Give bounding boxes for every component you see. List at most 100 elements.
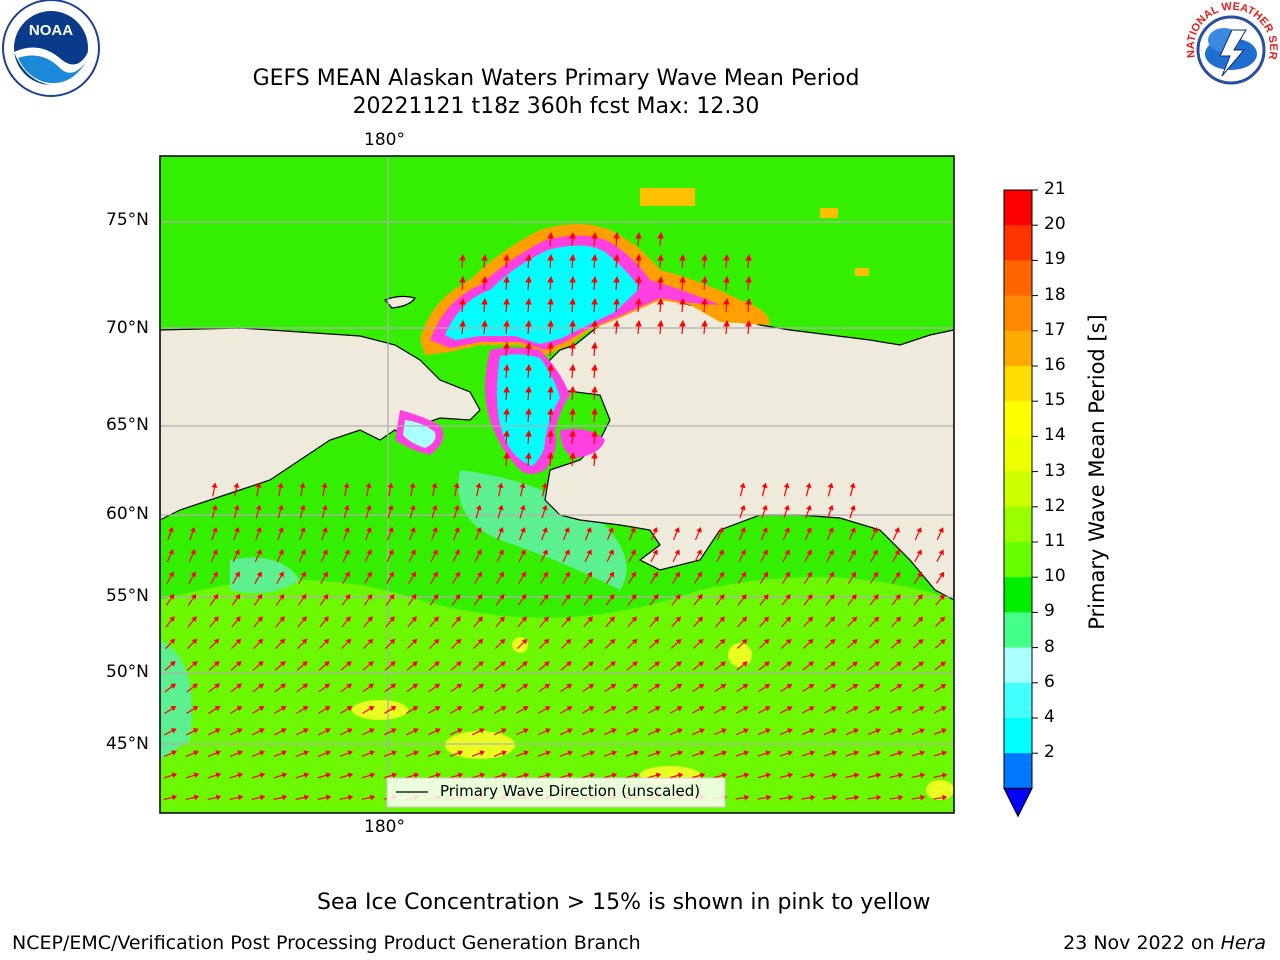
direction-arrow-head (654, 661, 660, 667)
direction-arrow-head (479, 728, 485, 734)
direction-arrow-head (302, 683, 309, 689)
direction-arrow-head (610, 683, 617, 689)
colorbar-segment (1004, 471, 1032, 508)
direction-arrow-head (259, 794, 266, 801)
direction-arrow-head (850, 527, 856, 533)
direction-arrow-head (478, 683, 485, 689)
direction-arrow-head (763, 594, 769, 600)
direction-arrow-head (325, 794, 332, 801)
direction-arrow-head (366, 549, 372, 555)
direction-arrow-head (894, 527, 900, 533)
map-legend-box (386, 777, 726, 808)
direction-arrow-head (237, 772, 244, 779)
direction-arrow-head (763, 616, 770, 623)
direction-arrow-head (236, 706, 243, 712)
direction-arrow-head (367, 616, 373, 622)
direction-arrow-head (854, 794, 860, 801)
direction-arrow-head (807, 616, 814, 623)
direction-arrow-head (413, 772, 420, 779)
direction-arrow-head (213, 661, 220, 667)
direction-arrow-head (608, 527, 614, 533)
direction-arrow-head (503, 297, 510, 305)
direction-arrow-head (278, 526, 284, 533)
direction-arrow-head (830, 706, 837, 712)
direction-arrow-head (652, 571, 658, 578)
direction-arrow-head (831, 772, 838, 779)
colorbar-tick-label: 2 (1044, 742, 1055, 763)
direction-arrow-head (589, 772, 596, 779)
direction-arrow-head (851, 594, 857, 600)
direction-arrow-head (586, 527, 592, 533)
direction-arrow-head (521, 593, 527, 600)
direction-arrow-head (301, 638, 308, 645)
direction-arrow-head (547, 231, 554, 239)
direction-arrow-head (171, 772, 178, 779)
direction-arrow-head (388, 527, 394, 533)
direction-arrow-head (697, 616, 704, 623)
direction-arrow-head (303, 750, 309, 756)
direction-arrow-head (741, 594, 747, 600)
direction-arrow-head (635, 319, 642, 327)
direction-arrow-head (256, 571, 262, 578)
direction-arrow-head (635, 253, 642, 261)
direction-arrow-head (547, 319, 554, 327)
direction-arrow-head (391, 772, 398, 779)
direction-arrow-head (323, 593, 329, 600)
direction-arrow-head (481, 275, 488, 283)
direction-arrow-head (497, 504, 504, 511)
direction-arrow-head (211, 504, 218, 511)
colorbar-segment (1004, 647, 1032, 684)
direction-arrow-head (278, 549, 284, 555)
direction-arrow-head (547, 363, 554, 371)
direction-arrow-head (806, 504, 812, 511)
direction-arrow-head (588, 706, 595, 712)
direction-arrow-head (171, 750, 177, 756)
latitude-label: 75°N (106, 210, 149, 230)
direction-arrow-head (459, 297, 466, 305)
direction-arrow-head (280, 683, 287, 689)
direction-arrow-head (852, 661, 858, 667)
direction-arrow-head (503, 341, 510, 349)
direction-arrow-head (479, 772, 486, 779)
direction-arrow-head (192, 706, 199, 712)
direction-arrow-head (347, 772, 354, 779)
direction-arrow-head (344, 527, 350, 533)
direction-arrow-head (522, 706, 529, 712)
direction-arrow-head (233, 504, 240, 511)
direction-arrow-head (235, 593, 241, 600)
direction-arrow-head (498, 549, 504, 556)
direction-arrow-head (565, 616, 571, 623)
direction-arrow-head (258, 661, 264, 667)
direction-arrow-head (635, 275, 642, 283)
direction-arrow-head (168, 571, 174, 578)
direction-arrow-head (632, 683, 639, 690)
direction-arrow-head (786, 706, 793, 712)
direction-arrow-head (718, 549, 724, 556)
direction-arrow-head (389, 616, 395, 622)
direction-arrow-head (697, 638, 704, 645)
direction-arrow-head (236, 728, 243, 734)
direction-arrow-head (938, 571, 945, 578)
direction-arrow-head (742, 661, 748, 667)
direction-arrow-head (918, 684, 925, 690)
direction-arrow-head (872, 527, 878, 533)
direction-arrow-head (564, 549, 570, 556)
direction-arrow-head (279, 593, 285, 600)
direction-arrow-head (787, 728, 793, 734)
direction-arrow-head (652, 527, 658, 533)
direction-arrow-head (478, 706, 485, 712)
direction-arrow-head (764, 661, 770, 667)
direction-arrow-head (657, 253, 664, 261)
direction-arrow-head (520, 527, 526, 533)
direction-arrow-head (368, 661, 374, 667)
direction-arrow-head (300, 549, 306, 555)
direction-arrow-head (655, 772, 662, 779)
direction-arrow-head (410, 527, 416, 533)
direction-arrow-head (302, 728, 309, 734)
direction-arrow-head (214, 706, 221, 712)
direction-arrow-head (630, 527, 636, 533)
direction-arrow-head (547, 297, 554, 305)
direction-arrow-head (613, 253, 620, 261)
direction-arrow-head (654, 683, 661, 690)
latitude-label: 45°N (106, 734, 149, 754)
